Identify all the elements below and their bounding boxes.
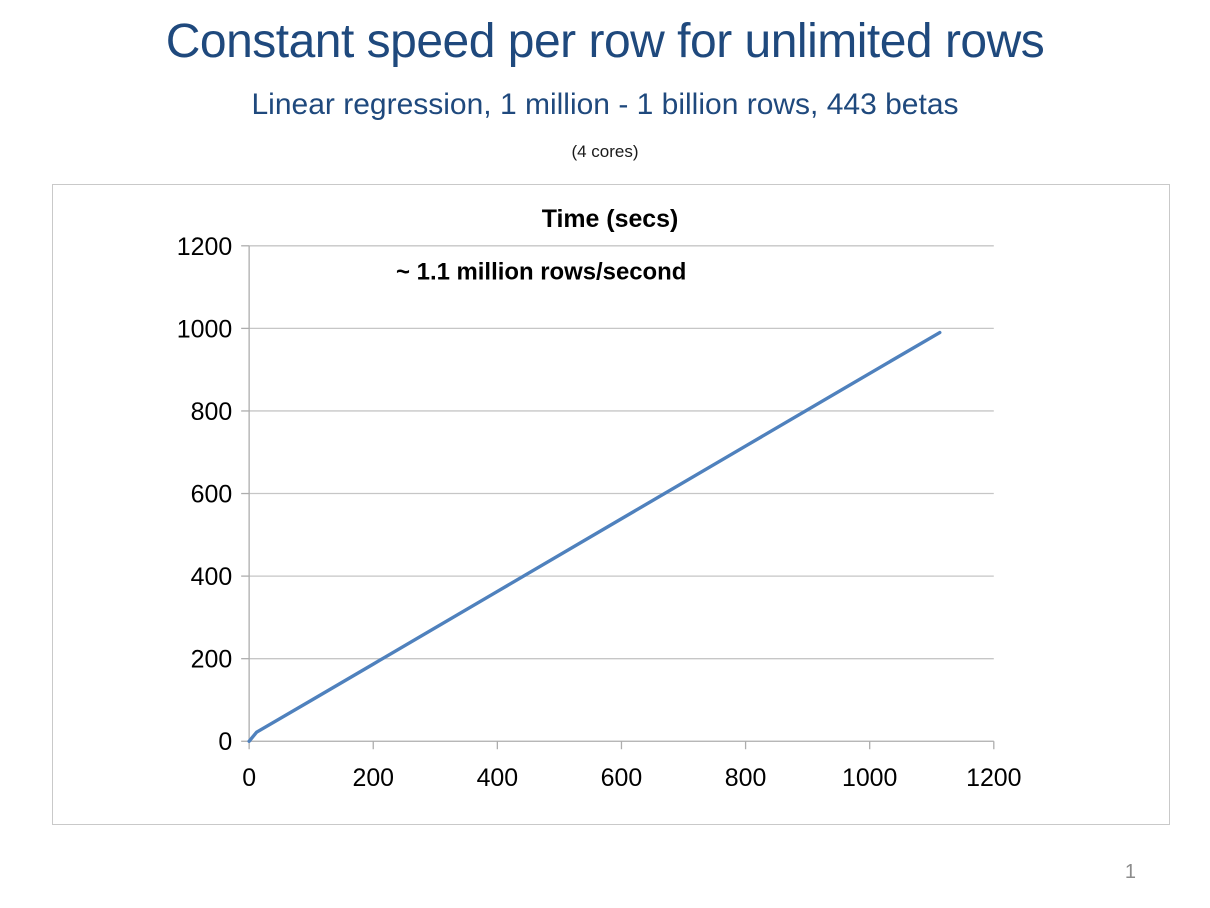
x-axis-tick-label: 800 [725, 764, 767, 792]
slide-title: Constant speed per row for unlimited row… [165, 15, 1045, 68]
chart-title: Time (secs) [542, 205, 679, 233]
line-chart: 0 200 400 600 800 1000 1200 0 200 400 600 800 1000 12… [177, 205, 1022, 792]
chart-container: 0 200 400 600 800 1000 1200 0 200 400 600 800 1000 12… [52, 184, 1170, 825]
x-axis-tick-label: 1000 [842, 764, 897, 792]
y-axis-tick-label: 600 [191, 481, 233, 509]
x-axis-tick-label: 600 [601, 764, 643, 792]
x-axis-tick-label: 1200 [966, 764, 1021, 792]
x-axis-tick-label: 400 [477, 764, 519, 792]
series-line [247, 330, 942, 743]
y-axis-tick-label: 800 [191, 398, 233, 426]
y-axis-tick-label: 1200 [177, 233, 232, 261]
slide-caption: (4 cores) [571, 142, 639, 161]
y-axis-tick-label: 1000 [177, 315, 232, 343]
y-axis-tick-label: 200 [191, 646, 233, 674]
x-axis-tick-label: 0 [242, 764, 256, 792]
slide-subtitle: Linear regression, 1 million - 1 billion… [251, 88, 959, 121]
page-number: 1 [1124, 861, 1136, 883]
y-axis-tick-label: 0 [218, 728, 232, 756]
y-axis-tick-label: 400 [191, 563, 233, 591]
x-axis-tick-label: 200 [352, 764, 394, 792]
chart-annotation: ~ 1.1 million rows/second [396, 259, 686, 286]
